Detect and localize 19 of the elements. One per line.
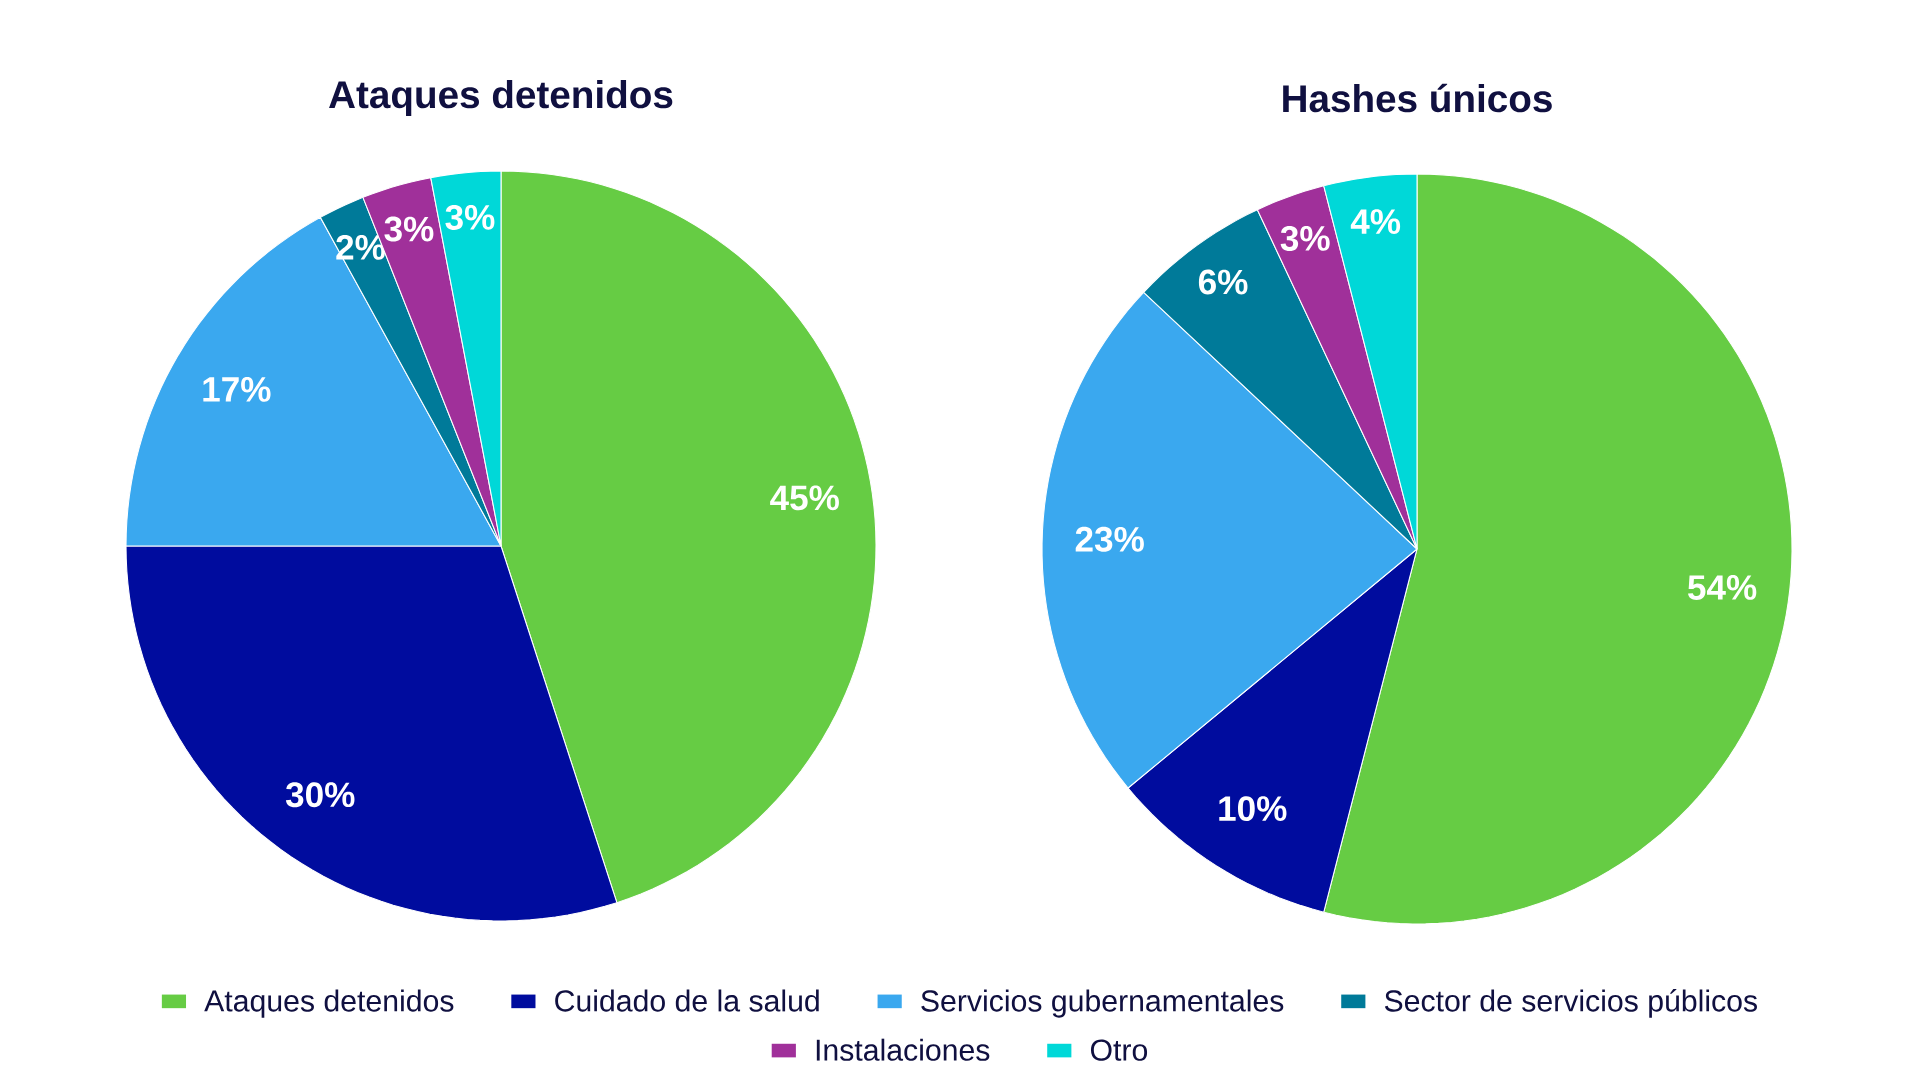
legend-label: Cuidado de la salud bbox=[555, 989, 819, 1012]
legend-label: Servicios gubernamentales bbox=[921, 989, 1284, 1018]
data-label: 4% bbox=[1350, 209, 1401, 234]
data-label: 23% bbox=[1075, 526, 1144, 552]
data-label: 3% bbox=[1280, 226, 1330, 251]
data-label: 3% bbox=[384, 216, 434, 242]
chart-title: Hashes únicos bbox=[1283, 83, 1552, 113]
data-label: 30% bbox=[285, 782, 355, 808]
legend-label: Ataques detenidos bbox=[204, 989, 454, 1018]
legend-label: Otro bbox=[1090, 1039, 1148, 1061]
legend-label: Sector de servicios públicos bbox=[1384, 989, 1757, 1018]
data-label: 6% bbox=[1198, 269, 1248, 295]
data-label: 10% bbox=[1219, 796, 1287, 822]
data-label: 45% bbox=[770, 485, 839, 511]
data-label: 54% bbox=[1688, 575, 1757, 600]
legend-label: Instalaciones bbox=[816, 1038, 990, 1061]
data-label: 3% bbox=[445, 204, 495, 230]
data-label: 17% bbox=[203, 377, 271, 402]
chart-title: Ataques detenidos bbox=[329, 79, 673, 116]
